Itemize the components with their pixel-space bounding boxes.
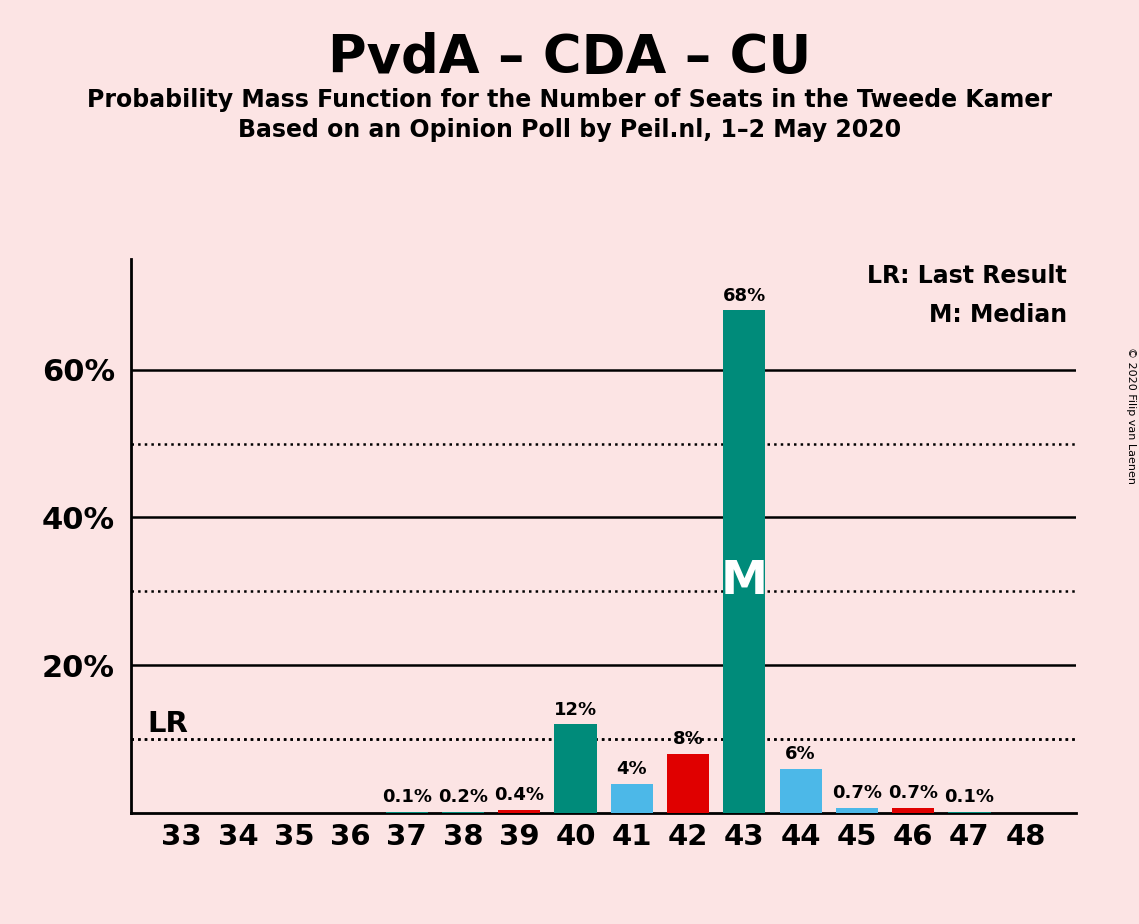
Text: 12%: 12% [554, 700, 597, 719]
Text: Based on an Opinion Poll by Peil.nl, 1–2 May 2020: Based on an Opinion Poll by Peil.nl, 1–2… [238, 118, 901, 142]
Bar [611, 784, 653, 813]
Text: 0.1%: 0.1% [382, 788, 432, 807]
Text: 6%: 6% [785, 745, 816, 763]
Text: 0.2%: 0.2% [439, 788, 487, 806]
Text: 68%: 68% [723, 286, 765, 305]
Text: 0.7%: 0.7% [831, 784, 882, 802]
Text: LR: LR [148, 710, 189, 737]
Bar [723, 310, 765, 813]
Text: PvdA – CDA – CU: PvdA – CDA – CU [328, 32, 811, 84]
Text: 0.7%: 0.7% [888, 784, 939, 802]
Bar [667, 754, 710, 813]
Text: © 2020 Filip van Laenen: © 2020 Filip van Laenen [1126, 347, 1136, 484]
Text: LR: Last Result: LR: Last Result [867, 264, 1067, 288]
Text: 0.1%: 0.1% [944, 788, 994, 807]
Bar [779, 769, 821, 813]
Text: M: Median: M: Median [928, 303, 1067, 327]
Bar [498, 810, 540, 813]
Text: 0.4%: 0.4% [494, 786, 544, 804]
Text: 8%: 8% [673, 730, 704, 748]
Bar [892, 808, 934, 813]
Text: M: M [721, 559, 768, 604]
Bar [442, 811, 484, 813]
Bar [555, 724, 597, 813]
Text: 4%: 4% [616, 760, 647, 778]
Bar [836, 808, 878, 813]
Text: Probability Mass Function for the Number of Seats in the Tweede Kamer: Probability Mass Function for the Number… [87, 88, 1052, 112]
